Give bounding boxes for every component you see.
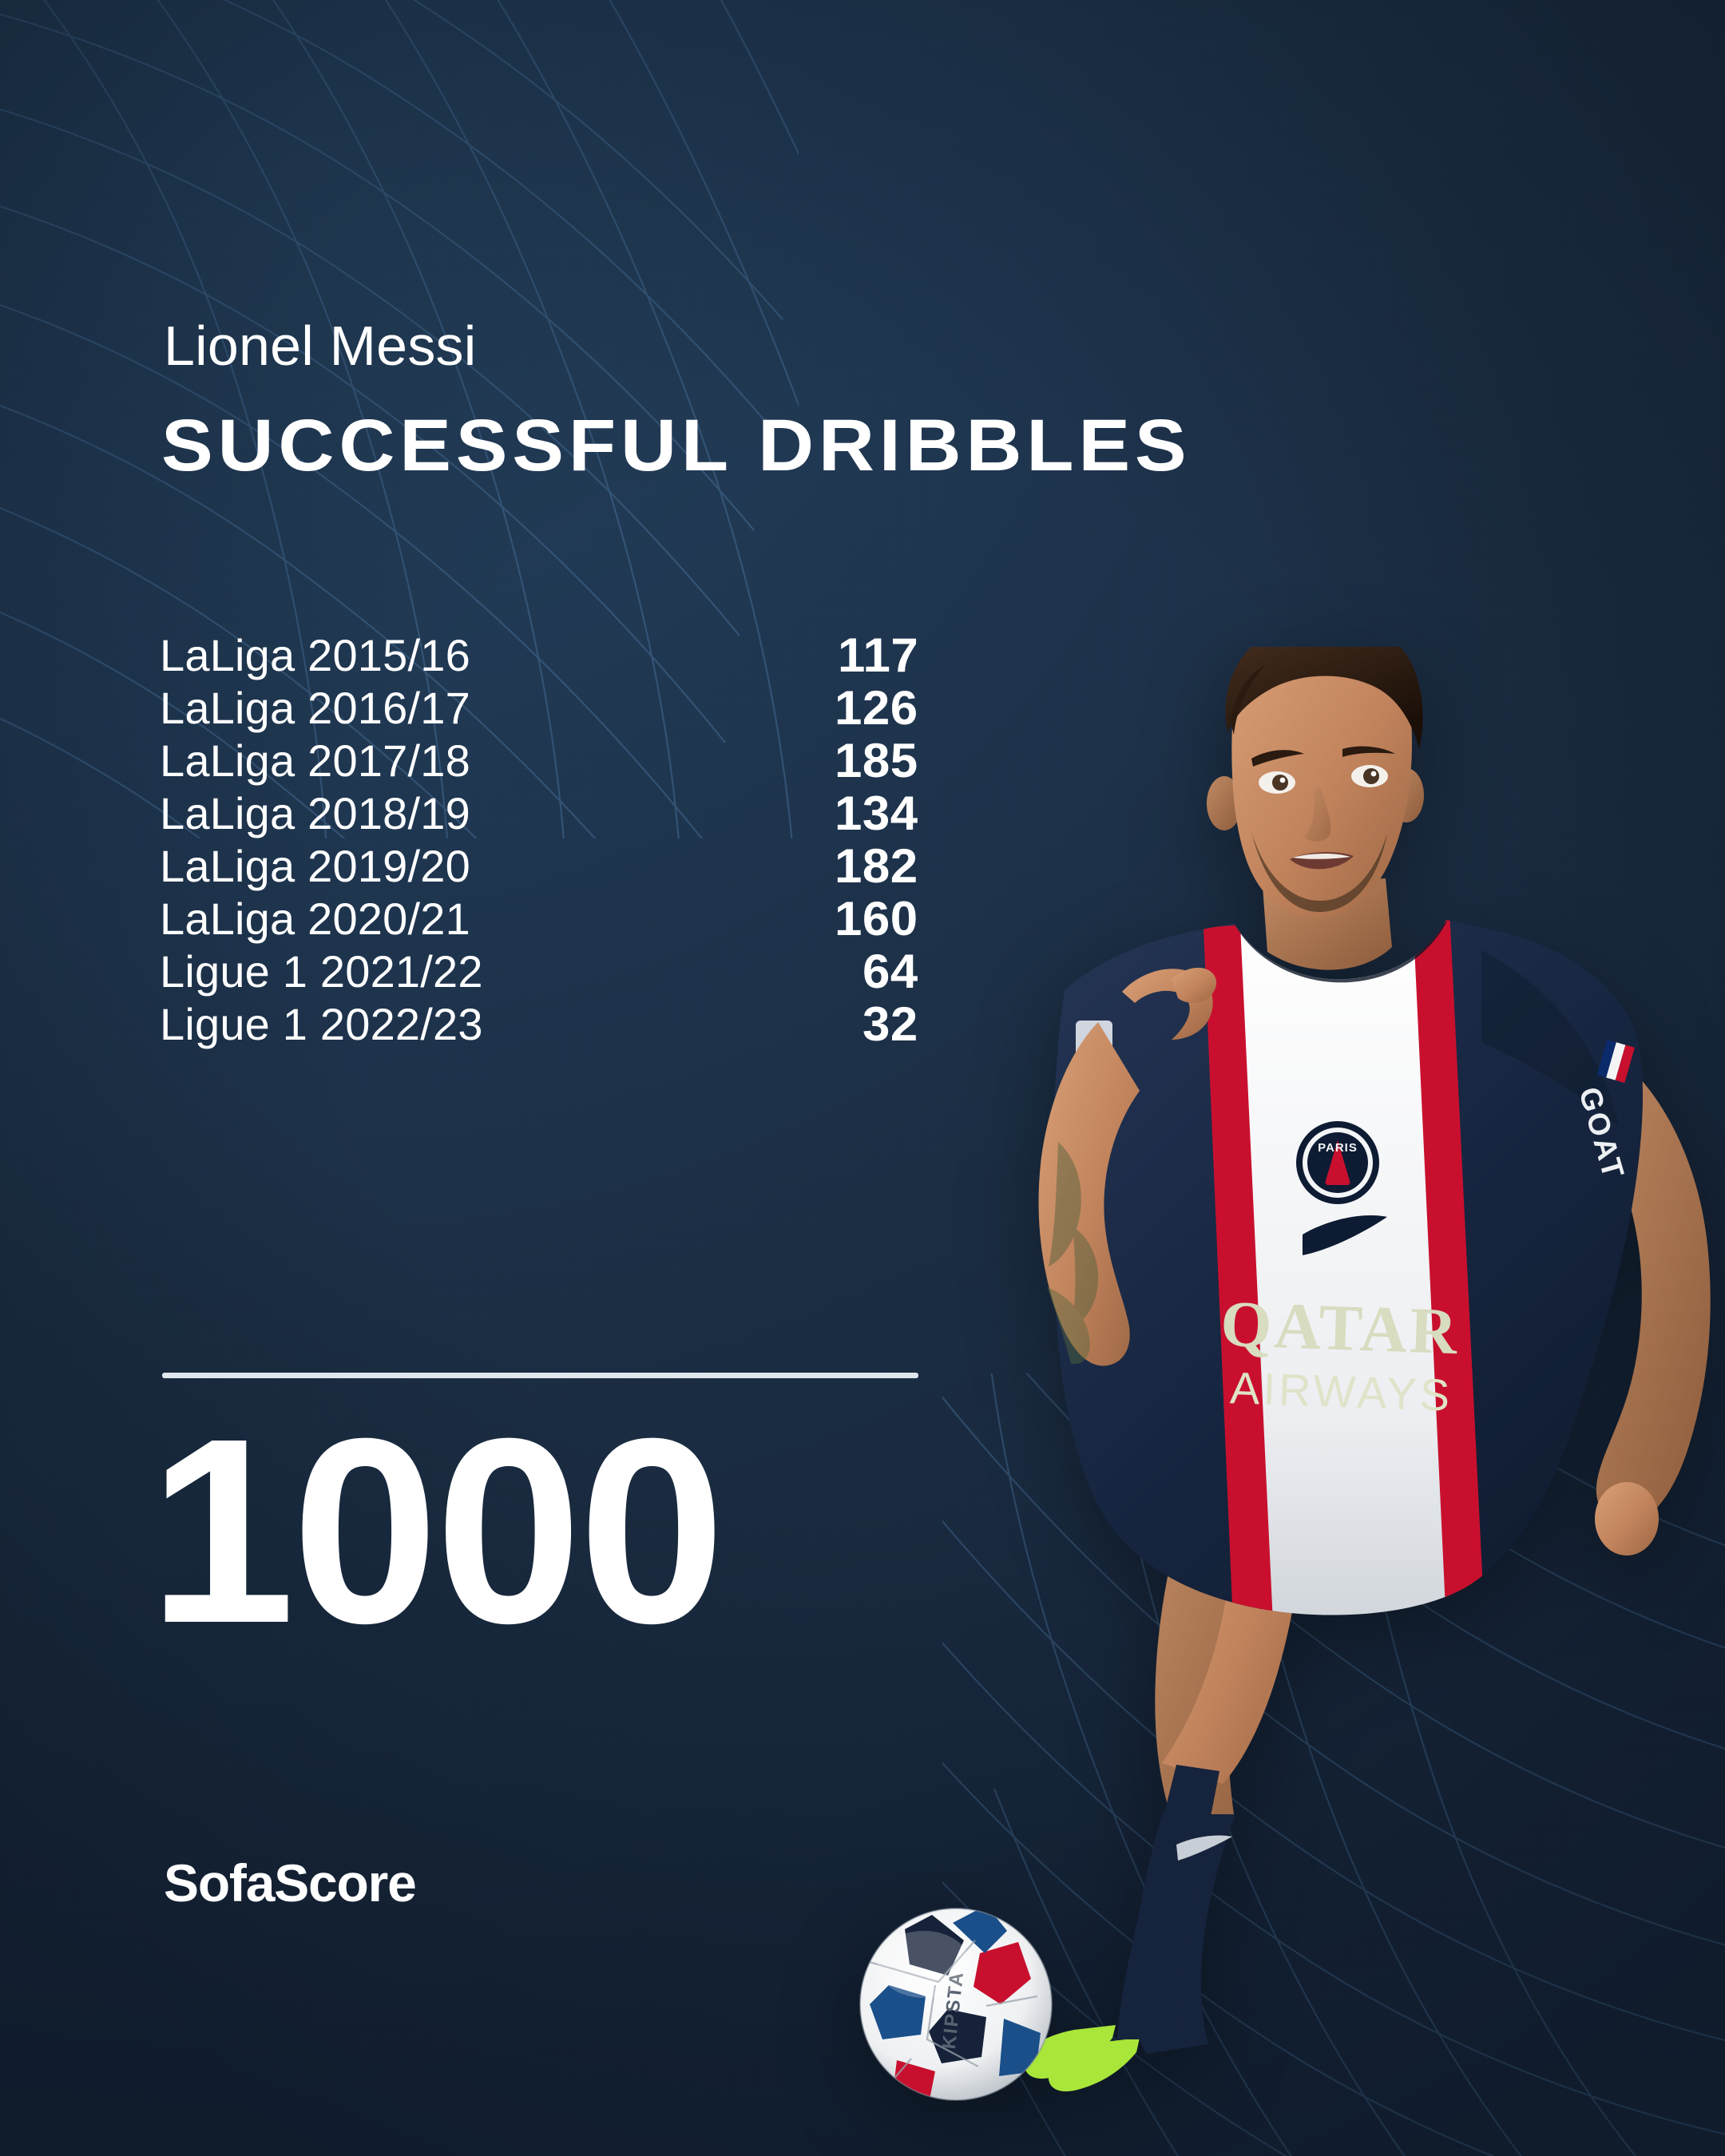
row-label: Ligue 1 2021/22 bbox=[160, 946, 483, 997]
list-item: LaLiga 2016/17 126 bbox=[160, 682, 918, 735]
psg-crest-icon: PARIS bbox=[1296, 1121, 1379, 1204]
row-value: 126 bbox=[835, 681, 918, 735]
list-item: LaLiga 2018/19 134 bbox=[160, 787, 918, 840]
sponsor-qatar-text: QATAR bbox=[1219, 1287, 1461, 1368]
list-item: Ligue 1 2021/22 64 bbox=[160, 945, 918, 998]
list-item: LaLiga 2020/21 160 bbox=[160, 893, 918, 945]
shirt-red-stripe-left bbox=[1204, 925, 1274, 1615]
row-label: LaLiga 2019/20 bbox=[160, 841, 470, 891]
messi-player-photo: 30 PARIS QATAR AIRWAYS bbox=[859, 647, 1711, 2101]
player-name-eyebrow: Lionel Messi bbox=[164, 315, 477, 377]
row-label: LaLiga 2018/19 bbox=[160, 788, 470, 838]
row-label: LaLiga 2017/18 bbox=[160, 735, 470, 786]
player-front-sock bbox=[1117, 1765, 1219, 2039]
shirt-red-stripe-right bbox=[1413, 920, 1485, 1615]
list-item: Ligue 1 2022/23 32 bbox=[160, 998, 918, 1051]
player-left-fingers bbox=[1172, 967, 1217, 1003]
french-flag-patch bbox=[1596, 1039, 1635, 1084]
sock-swoosh-icon bbox=[1176, 1835, 1232, 1861]
sponsor-airways-text: AIRWAYS bbox=[1229, 1362, 1453, 1421]
svg-text:PARIS: PARIS bbox=[1318, 1141, 1358, 1155]
player-right-hand bbox=[1595, 1482, 1659, 1556]
row-label: Ligue 1 2022/23 bbox=[160, 999, 483, 1049]
list-item: LaLiga 2015/16 117 bbox=[160, 629, 918, 682]
row-value: 64 bbox=[862, 945, 918, 998]
page-title: SUCCESSFUL DRIBBLES bbox=[161, 405, 1192, 486]
football: KIPSTA bbox=[859, 1908, 1053, 2101]
player-left-arm-tattoo bbox=[1047, 1142, 1099, 1365]
sofascore-logo: SofaScore bbox=[164, 1853, 417, 1912]
row-value: 134 bbox=[835, 787, 918, 840]
player-head bbox=[1207, 647, 1424, 970]
row-label: LaLiga 2016/17 bbox=[160, 683, 470, 733]
player-front-boot bbox=[1024, 2025, 1116, 2079]
shirt-centre-panel bbox=[1234, 920, 1451, 1615]
player-left-forearm bbox=[1038, 1022, 1140, 1366]
row-value: 32 bbox=[862, 997, 918, 1051]
list-item: LaLiga 2017/18 185 bbox=[160, 735, 918, 787]
nike-swoosh-icon bbox=[1303, 1215, 1387, 1255]
total-figure: 1000 bbox=[149, 1383, 725, 1678]
row-value: 160 bbox=[835, 892, 918, 945]
shirt-shadow bbox=[1481, 950, 1619, 1126]
total-divider-rule bbox=[162, 1373, 918, 1378]
player-right-arm bbox=[1574, 1046, 1711, 1525]
row-value: 185 bbox=[835, 734, 918, 787]
row-label: LaLiga 2015/16 bbox=[160, 630, 470, 680]
list-item: LaLiga 2019/20 182 bbox=[160, 840, 918, 893]
stats-list: LaLiga 2015/16 117 LaLiga 2016/17 126 La… bbox=[160, 629, 918, 1051]
row-value: 182 bbox=[835, 839, 918, 893]
row-value: 117 bbox=[837, 628, 918, 682]
row-label: LaLiga 2020/21 bbox=[160, 894, 470, 944]
